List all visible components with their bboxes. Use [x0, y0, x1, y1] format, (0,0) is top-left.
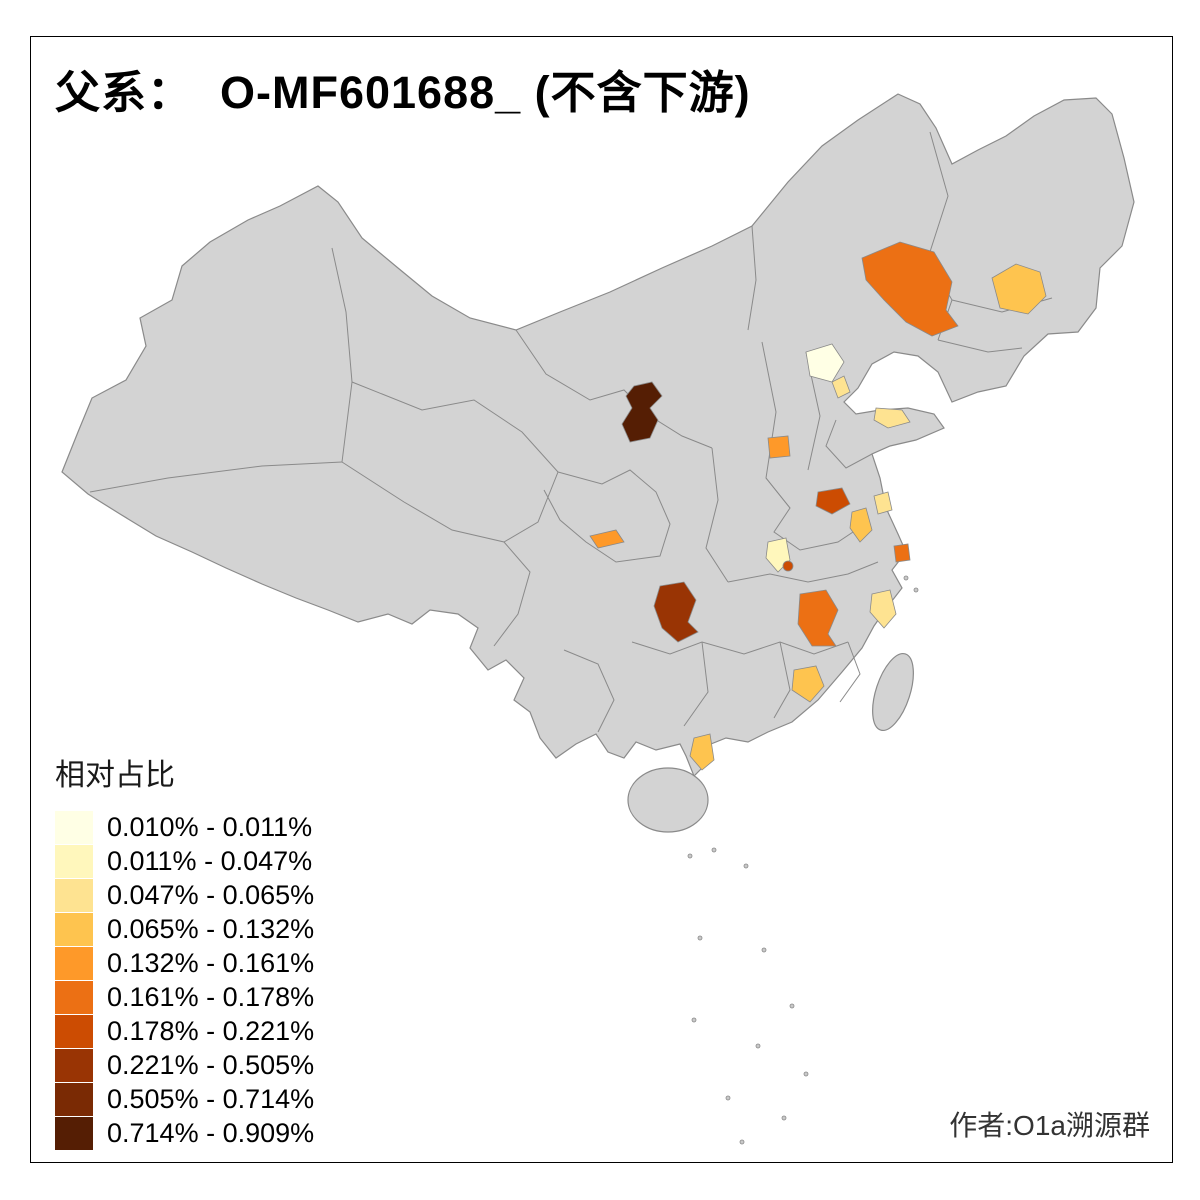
legend-item: 0.011% - 0.047%: [55, 844, 314, 878]
legend-item: 0.161% - 0.178%: [55, 980, 314, 1014]
region-chongqing: [782, 560, 794, 572]
region-ningxia: [621, 381, 663, 443]
legend-swatch: [55, 1014, 93, 1048]
choropleth-regions: [589, 241, 1047, 771]
legend-item: 0.065% - 0.132%: [55, 912, 314, 946]
attribution: 作者:O1a溯源群: [949, 1110, 1150, 1141]
legend-item: 0.010% - 0.011%: [55, 810, 314, 844]
legend-swatch: [55, 946, 93, 980]
island-dot: [691, 1017, 697, 1023]
legend-item: 0.178% - 0.221%: [55, 1014, 314, 1048]
island-dot: [739, 1139, 745, 1145]
region-inner-mongolia-east: [861, 241, 959, 337]
legend-range-label: 0.065% - 0.132%: [107, 913, 315, 944]
region-henan-southeast: [815, 487, 851, 515]
legend-range-label: 0.132% - 0.161%: [107, 947, 315, 978]
province-borders: [89, 131, 1053, 733]
island-dot: [725, 1095, 731, 1101]
island-dot: [903, 575, 909, 581]
legend-swatch: [55, 878, 93, 912]
region-leizhou-hainan: [689, 733, 715, 771]
legend-range-label: 0.047% - 0.065%: [107, 879, 315, 910]
hainan-island: [627, 767, 709, 833]
island-dot: [711, 847, 717, 853]
legend-range-label: 0.714% - 0.909%: [107, 1117, 315, 1148]
legend-swatch: [55, 1082, 93, 1116]
legend-swatch: [55, 1048, 93, 1082]
region-jiangxi-central: [797, 589, 839, 647]
sea-islands: [687, 575, 919, 1145]
island-dot: [687, 853, 693, 859]
region-henan-north: [767, 435, 791, 459]
island-dot: [803, 1071, 809, 1077]
legend-title: 相对占比: [55, 759, 175, 792]
taiwan-island: [872, 652, 914, 732]
region-jiangsu-central: [873, 491, 893, 515]
region-zhejiang-east: [869, 589, 897, 629]
legend-swatch: [55, 810, 93, 844]
region-shandong-north: [873, 407, 911, 429]
region-shanghai: [893, 543, 911, 563]
island-dot: [761, 947, 767, 953]
legend-range-label: 0.178% - 0.221%: [107, 1015, 315, 1046]
legend-item: 0.505% - 0.714%: [55, 1082, 314, 1116]
legend-range-label: 0.161% - 0.178%: [107, 981, 315, 1012]
plot-frame: [30, 36, 1173, 1163]
legend-item: 0.714% - 0.909%: [55, 1116, 314, 1150]
legend-item: 0.221% - 0.505%: [55, 1048, 314, 1082]
legend-swatch: [55, 844, 93, 878]
island-dot: [755, 1043, 761, 1049]
legend-item: 0.132% - 0.161%: [55, 946, 314, 980]
legend-range-label: 0.010% - 0.011%: [107, 811, 313, 842]
legend-range-label: 0.505% - 0.714%: [107, 1083, 315, 1114]
region-tianjin: [831, 375, 851, 399]
legend-swatch: [55, 1116, 93, 1150]
legend-item: 0.047% - 0.065%: [55, 878, 314, 912]
island-dot: [789, 1003, 795, 1009]
island-dot: [913, 587, 919, 593]
region-anhui-central: [849, 507, 873, 543]
legend-range-label: 0.221% - 0.505%: [107, 1049, 315, 1080]
region-jilin-changchun: [991, 263, 1047, 315]
island-dot: [781, 1115, 787, 1121]
legend-range-label: 0.011% - 0.047%: [107, 845, 313, 876]
legend: 相对占比 0.010% - 0.011% 0.011% - 0.047% 0.0…: [55, 750, 314, 1150]
legend-swatch: [55, 912, 93, 946]
plot-title: 父系： O-MF601688_ (不含下游): [55, 67, 751, 118]
region-fujian-south: [791, 665, 825, 703]
region-sichuan-central: [589, 529, 625, 549]
region-beijing: [805, 343, 845, 383]
island-dot: [743, 863, 749, 869]
legend-swatch: [55, 980, 93, 1014]
region-guizhou: [653, 581, 699, 643]
island-dot: [697, 935, 703, 941]
